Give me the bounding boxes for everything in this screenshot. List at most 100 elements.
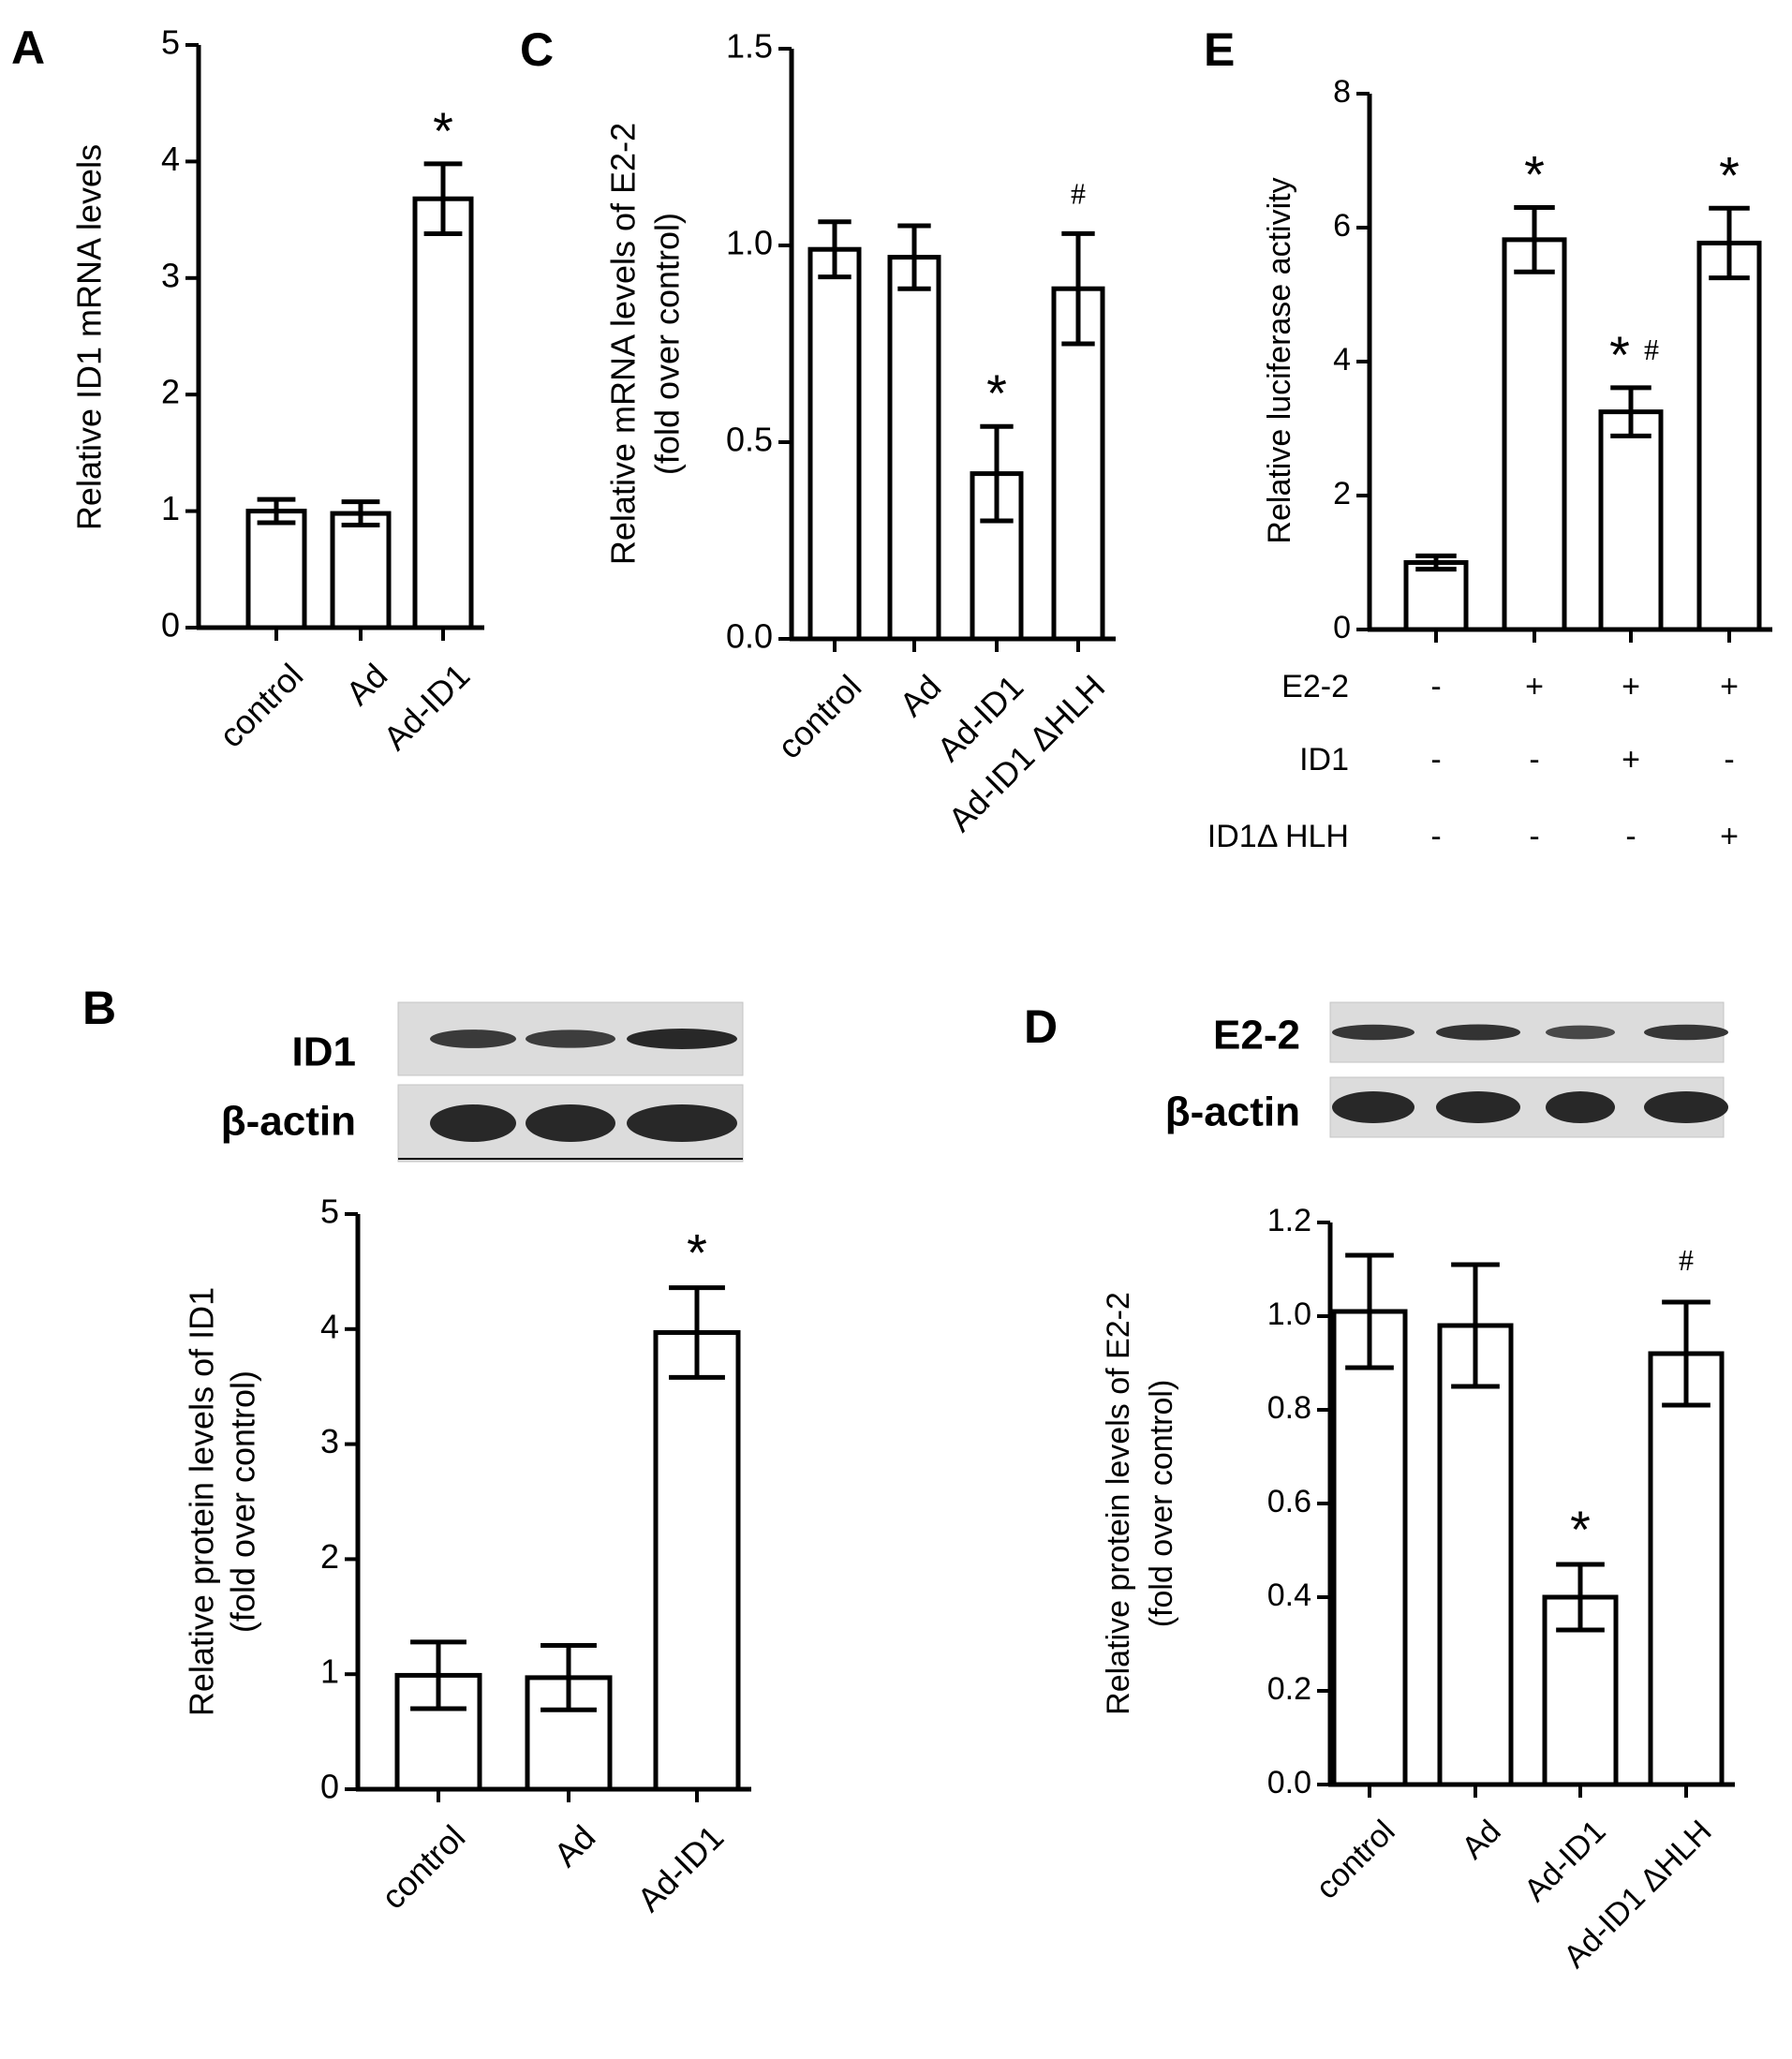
y-axis-label: Relative mRNA levels of E2-2 [604,123,643,565]
bar [1502,237,1567,632]
condition-plus: + [1720,669,1739,704]
condition-plus: + [1622,742,1640,778]
significance-star: * [1609,325,1630,384]
blot-band [1436,1091,1520,1123]
chart-d: 0.0 0.2 0.4 0.6 0.8 1.0 1.2 Relative protein le… [1101,1203,1735,1975]
condition-minus: - [1529,742,1539,778]
significance-star: * [1524,145,1545,204]
y-tick-label: 0.2 [1267,1671,1311,1707]
y-tick-label: 1 [161,489,180,527]
y-tick-label: 0 [161,606,180,644]
y-axis-label-2: (fold over control) [224,1370,262,1633]
x-category-label: control [212,656,310,754]
bar [1403,560,1469,632]
bar [1648,1351,1725,1787]
condition-minus: - [1529,819,1539,854]
y-axis-label: Relative protein levels of E2-2 [1101,1292,1136,1715]
blot-band [526,1030,615,1048]
y-tick-label: 2 [1333,476,1351,511]
y-tick-label: 4 [1333,342,1351,378]
y-axis-label: Relative luciferase activity [1262,177,1297,543]
x-category-label: Ad [1455,1814,1507,1866]
y-axis-label-2: (fold over control) [1144,1380,1179,1628]
blot-b-label-actin: β-actin [221,1099,356,1145]
x-category-label: control [1310,1814,1402,1906]
blot-d-label-actin: β-actin [1165,1089,1300,1135]
significance-star: * [1719,145,1740,204]
y-axis-label-2: (fold over control) [648,213,687,475]
y-tick-label: 0.0 [726,617,773,656]
bar [653,1329,741,1792]
significance-star: * [986,363,1007,422]
y-tick-label: 1.5 [726,27,773,66]
significance-star: * [433,101,453,160]
condition-plus: + [1622,669,1640,704]
blot-band [1436,1024,1520,1041]
panel-label-c: C [520,23,554,76]
significance-hash: # [1679,1243,1694,1277]
condition-minus: - [1625,819,1636,854]
y-tick-label: 1.0 [726,224,773,262]
significance-hash: # [1071,176,1086,210]
y-tick-label: 0.8 [1267,1390,1311,1426]
condition-row-label: ID1 [1299,742,1349,778]
condition-plus: + [1720,819,1739,854]
y-tick-label: 1.0 [1267,1296,1311,1332]
y-tick-label: 8 [1333,74,1351,110]
bar [330,511,392,630]
condition-row-label: ID1Δ HLH [1207,819,1349,854]
panel-label-d: D [1024,1000,1058,1053]
blot-band [627,1104,737,1142]
y-tick-label: 5 [161,23,180,62]
x-category-label: Ad [338,656,394,712]
blot-band [1546,1025,1615,1040]
y-tick-label: 0 [320,1768,339,1806]
condition-plus: + [1525,669,1544,704]
chart-c: 0.0 0.5 1.0 1.5 Relative mRNA levels of E2-2… [604,27,1116,839]
y-axis-label: Relative ID1 mRNA levels [70,144,109,530]
panel-label-a: A [11,22,45,74]
y-tick-label: 5 [320,1192,339,1231]
condition-minus: - [1724,742,1734,778]
bar [1437,1323,1514,1787]
bar [1598,409,1664,632]
significance-star: * [687,1223,707,1282]
western-blot-d: E2-2 β-actin [1165,1001,1728,1138]
blot-band [526,1104,615,1142]
x-category-label: control [770,667,868,765]
y-tick-label: 4 [161,140,180,178]
y-axis-label: Relative protein levels of ID1 [183,1287,221,1716]
y-tick-label: 4 [320,1307,339,1345]
blot-band [430,1030,516,1048]
y-tick-label: 0 [1333,610,1351,645]
blot-band [1546,1091,1615,1123]
y-tick-label: 1.2 [1267,1203,1311,1238]
x-category-label: Ad [546,1817,602,1874]
blot-d-label-target: E2-2 [1213,1013,1300,1059]
bar [412,196,474,630]
panel-label-e: E [1204,23,1235,76]
bar [887,255,941,642]
panel-label-b: B [82,982,116,1034]
condition-minus: - [1430,669,1441,704]
condition-row-label: E2-2 [1281,669,1349,704]
x-category-label: Ad [892,667,948,723]
y-tick-label: 0.6 [1267,1484,1311,1519]
blot-band [1644,1024,1728,1041]
x-category-label: control [374,1817,472,1916]
x-category-label: Ad-ID1 [1518,1814,1613,1909]
blot-band [430,1104,516,1142]
western-blot-b: ID1 β-actin [221,1001,744,1163]
y-tick-label: 0.4 [1267,1578,1311,1613]
y-tick-label: 0.0 [1267,1765,1311,1800]
blot-band [1332,1024,1414,1041]
y-tick-label: 3 [320,1422,339,1460]
bar [1331,1309,1408,1787]
bar [245,509,307,630]
significance-star: * [1570,1500,1591,1559]
chart-e: 0 2 4 6 8 Relative luciferase activity * * # * E2-… [1207,74,1772,854]
y-tick-label: 2 [320,1537,339,1576]
significance-hash: # [1644,333,1659,366]
chart-b: 0 1 2 3 4 5 Relative protein levels of ID1 (fol… [183,1192,751,1919]
